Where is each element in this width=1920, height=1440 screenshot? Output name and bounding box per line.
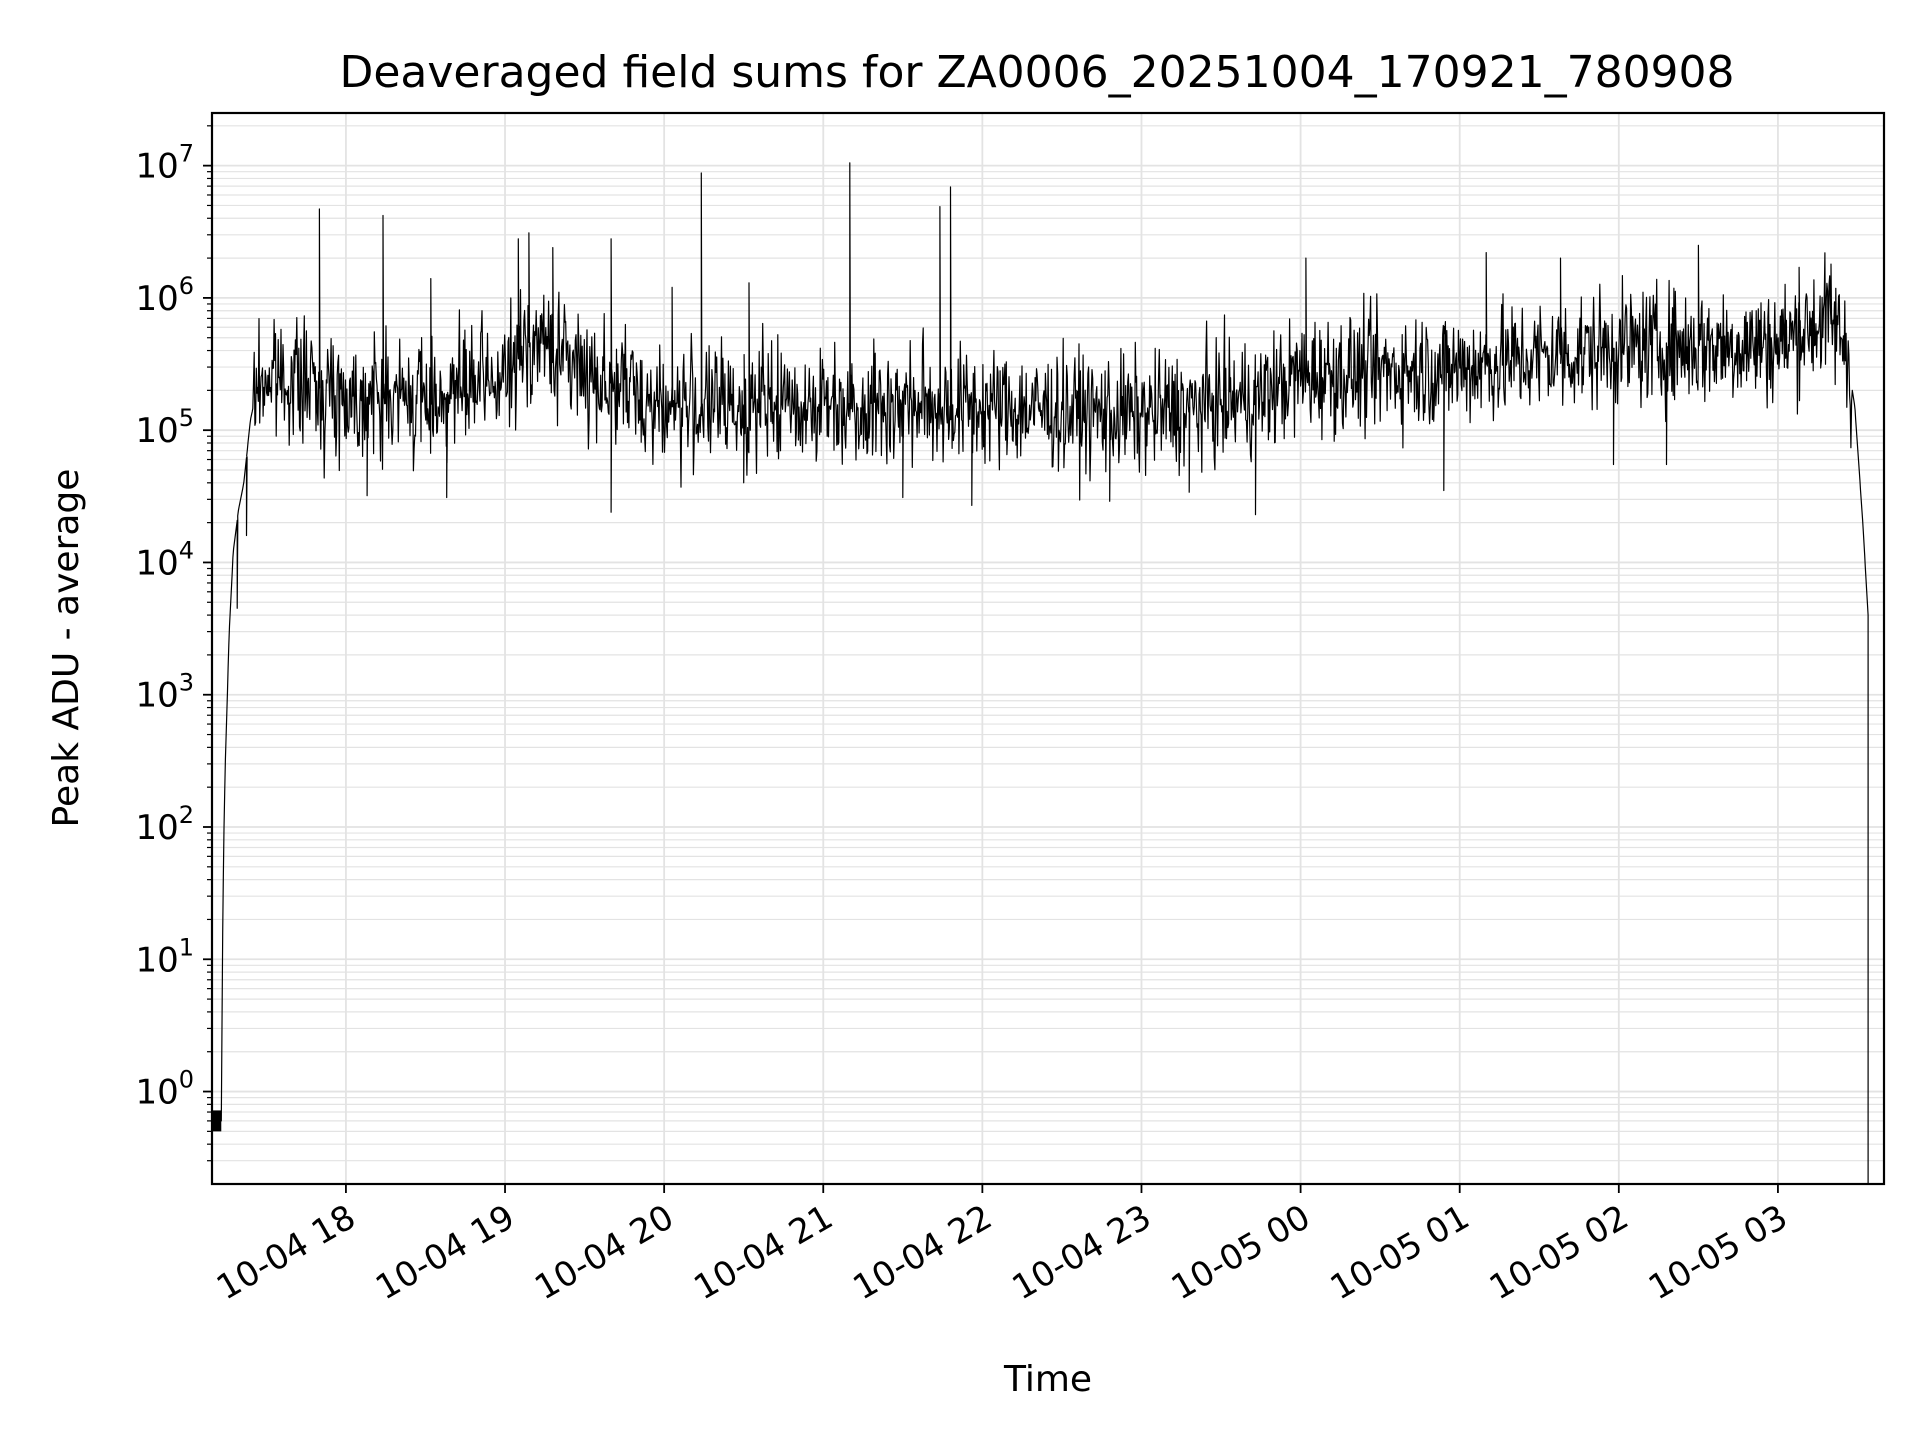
y-tick-label: 106 xyxy=(135,272,194,319)
y-tick-label: 100 xyxy=(135,1066,194,1113)
x-axis: 10-04 18 10-04 19 10-04 20 10-04 21 10-04 22… xyxy=(210,1184,1794,1308)
plot-area xyxy=(212,162,1869,1184)
x-tick-label: 10-04 22 xyxy=(846,1197,998,1308)
y-tick-label: 102 xyxy=(135,801,194,848)
y-tick-label: 107 xyxy=(135,140,194,187)
x-tick-label: 10-04 18 xyxy=(210,1197,362,1308)
x-tick-label: 10-05 01 xyxy=(1324,1197,1476,1308)
y-axis-label: Peak ADU - average xyxy=(46,469,87,828)
grid xyxy=(212,113,1884,1184)
x-tick-label: 10-05 02 xyxy=(1483,1197,1635,1308)
x-tick-label: 10-05 03 xyxy=(1642,1197,1794,1308)
x-tick-label: 10-04 19 xyxy=(369,1197,521,1308)
y-tick-label: 105 xyxy=(135,404,194,451)
series-line xyxy=(212,162,1869,1184)
y-tick-label: 101 xyxy=(135,933,194,980)
chart-title: Deaveraged field sums for ZA0006_2025100… xyxy=(339,47,1734,98)
x-tick-label: 10-05 00 xyxy=(1165,1197,1317,1308)
series-start-block xyxy=(212,1110,222,1132)
x-tick-label: 10-04 23 xyxy=(1006,1197,1158,1308)
x-tick-label: 10-04 20 xyxy=(528,1197,680,1308)
x-tick-label: 10-04 21 xyxy=(687,1197,839,1308)
y-tick-label: 103 xyxy=(135,669,194,716)
y-axis: 100 101 102 103 104 105 106 107 xyxy=(135,125,212,1162)
y-tick-label: 104 xyxy=(135,536,194,583)
plot-frame xyxy=(210,111,1886,1186)
x-axis-label: Time xyxy=(1003,1359,1092,1400)
